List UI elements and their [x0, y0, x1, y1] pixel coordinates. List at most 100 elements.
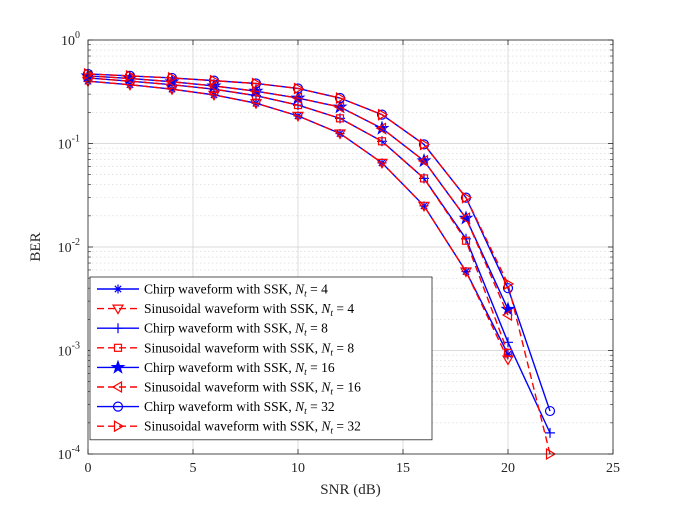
y-tick-base: 10: [58, 138, 72, 153]
marker-triangle-down: [375, 158, 389, 170]
legend-label-text: Chirp waveform with SSK,: [144, 321, 295, 336]
legend-label-text: Chirp waveform with SSK,: [144, 399, 295, 414]
legend-equals: =: [333, 380, 347, 395]
legend-equals: =: [307, 360, 321, 375]
marker-square: [377, 137, 387, 146]
legend-t-subscript: t: [330, 427, 333, 437]
y-tick-label: 10-3: [58, 341, 80, 360]
legend-entry: Sinusoidal waveform with SSK, Nt = 4: [97, 301, 354, 319]
series-line: [87, 75, 509, 316]
legend-entry: Sinusoidal waveform with SSK, Nt = 16: [97, 380, 361, 398]
marker-triangle-left: [249, 85, 261, 98]
legend-label-text: Sinusoidal waveform with SSK,: [144, 419, 321, 434]
marker-star: [110, 359, 126, 374]
y-tick-base: 10: [58, 448, 72, 463]
series-6: [81, 69, 513, 322]
series-line: [87, 77, 509, 354]
y-tick-exponent: 0: [75, 30, 80, 41]
legend-n-symbol: N: [294, 282, 305, 297]
marker-triangle-down: [417, 201, 431, 212]
y-tick-label: 10-4: [58, 444, 80, 463]
legend-label-text: Chirp waveform with SSK,: [144, 360, 295, 375]
marker-triangle-right: [377, 108, 389, 121]
legend-label: Chirp waveform with SSK, Nt = 8: [144, 321, 328, 339]
legend-n-symbol: N: [320, 301, 331, 316]
legend-t-subscript: t: [304, 329, 307, 339]
y-tick-exponent: -2: [72, 237, 80, 248]
marker-plus: [545, 427, 555, 438]
legend-entry: Chirp waveform with SSK, Nt = 8: [97, 321, 328, 339]
marker-triangle-left: [459, 212, 471, 225]
marker-circle: [112, 401, 124, 412]
marker-triangle-left: [111, 380, 123, 394]
legend-label: Sinusoidal waveform with SSK, Nt = 4: [144, 301, 354, 319]
legend-n-symbol: N: [294, 321, 305, 336]
legend-label-text: Sinusoidal waveform with SSK,: [144, 340, 321, 355]
legend-label-text: Sinusoidal waveform with SSK,: [144, 301, 321, 316]
marker-square: [503, 348, 513, 357]
marker-triangle-left: [501, 309, 513, 322]
marker-triangle-left: [333, 101, 345, 114]
legend-equals: =: [307, 282, 321, 297]
legend-equals: =: [333, 340, 347, 355]
marker-triangle-right: [125, 69, 137, 82]
legend-nt-value: 16: [321, 360, 335, 375]
marker-triangle-down: [291, 111, 305, 123]
y-tick-exponent: -1: [72, 134, 80, 145]
marker-triangle-down: [111, 304, 125, 315]
legend-n-symbol: N: [294, 360, 305, 375]
legend-nt-value: 16: [347, 380, 361, 395]
marker-asterisk: [113, 284, 123, 294]
marker-triangle-right: [251, 77, 263, 90]
legend-t-subscript: t: [304, 407, 307, 417]
marker-plus: [113, 323, 123, 334]
y-tick-label: 100: [61, 30, 80, 49]
marker-triangle-right: [293, 82, 305, 95]
x-axis-label: SNR (dB): [320, 482, 380, 498]
legend-entry: Chirp waveform with SSK, Nt = 16: [97, 359, 335, 378]
marker-asterisk: [461, 266, 471, 276]
marker-triangle-left: [375, 122, 387, 135]
series-8: [83, 67, 557, 461]
legend-t-subscript: t: [330, 348, 333, 358]
legend-t-subscript: t: [304, 290, 307, 300]
y-tick-label: 10-1: [58, 134, 80, 153]
marker-triangle-down: [333, 129, 347, 140]
marker-triangle-left: [291, 91, 303, 105]
y-tick-base: 10: [58, 241, 72, 256]
legend-label-text: Chirp waveform with SSK,: [144, 282, 295, 297]
marker-triangle-right: [167, 71, 179, 84]
legend-label: Chirp waveform with SSK, Nt = 16: [144, 360, 335, 378]
y-tick-base: 10: [61, 34, 75, 49]
legend-t-subscript: t: [330, 388, 333, 398]
y-tick-exponent: -3: [72, 341, 80, 352]
marker-triangle-right: [209, 74, 221, 87]
legend-label: Sinusoidal waveform with SSK, Nt = 32: [144, 419, 361, 437]
legend-entry: Chirp waveform with SSK, Nt = 32: [97, 399, 335, 417]
marker-square: [335, 114, 345, 123]
legend-entry: Chirp waveform with SSK, Nt = 4: [97, 282, 328, 300]
legend-nt-value: 4: [347, 301, 354, 316]
legend-t-subscript: t: [304, 368, 307, 378]
series-line: [87, 80, 509, 360]
marker-triangle-down: [459, 267, 473, 278]
marker-asterisk: [419, 201, 429, 211]
y-tick-label: 10-2: [58, 237, 80, 256]
marker-triangle-right: [335, 91, 347, 105]
legend-n-symbol: N: [294, 399, 305, 414]
legend-equals: =: [307, 321, 321, 336]
marker-triangle-right: [419, 138, 431, 151]
marker-square: [113, 343, 123, 352]
marker-square: [461, 236, 471, 245]
legend-entry: Sinusoidal waveform with SSK, Nt = 8: [97, 340, 354, 358]
legend: Chirp waveform with SSK, Nt = 4Sinusoida…: [89, 276, 433, 441]
y-tick-exponent: -4: [72, 444, 80, 455]
legend-label: Sinusoidal waveform with SSK, Nt = 8: [144, 340, 354, 358]
legend-n-symbol: N: [320, 340, 331, 355]
x-tick-label: 0: [85, 461, 92, 476]
marker-circle: [544, 405, 556, 417]
legend-n-symbol: N: [320, 419, 331, 434]
legend-t-subscript: t: [330, 309, 333, 319]
